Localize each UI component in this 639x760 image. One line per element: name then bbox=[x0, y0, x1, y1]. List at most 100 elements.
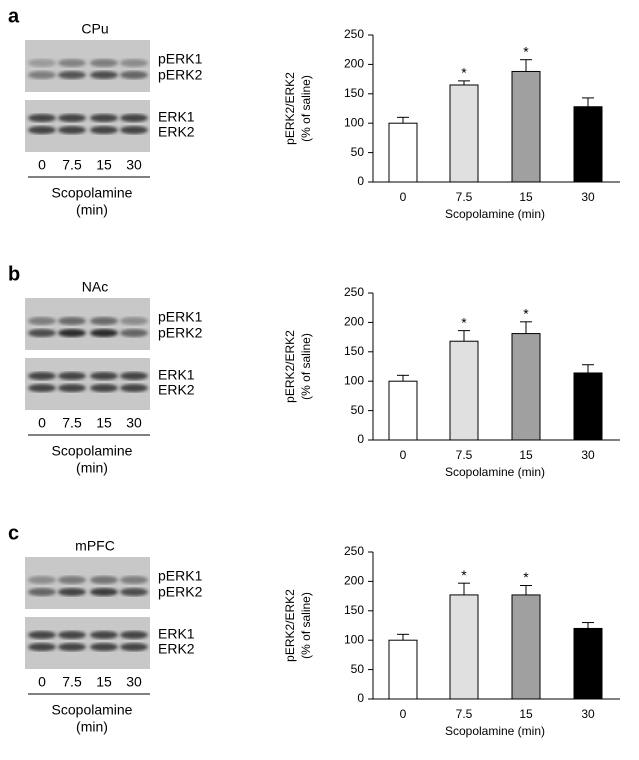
bar bbox=[511, 70, 541, 183]
blot-band bbox=[58, 372, 86, 380]
y-tick-label: 250 bbox=[344, 285, 364, 299]
panel-letter: a bbox=[8, 5, 20, 27]
blot-xlabel: (min) bbox=[76, 202, 108, 218]
y-axis-label: (% of saline) bbox=[299, 333, 313, 400]
panel-letter: b bbox=[8, 263, 20, 285]
blot-band bbox=[58, 329, 86, 337]
blot-band bbox=[58, 384, 86, 392]
lane-label: 15 bbox=[96, 674, 112, 690]
blot-xlabel: (min) bbox=[76, 460, 108, 476]
band-label: pERK1 bbox=[158, 51, 203, 67]
y-tick-label: 0 bbox=[357, 432, 364, 446]
y-tick-label: 50 bbox=[351, 145, 365, 159]
lane-label: 7.5 bbox=[62, 674, 82, 690]
x-tick-label: 15 bbox=[519, 707, 533, 721]
blot-band bbox=[120, 384, 148, 392]
lane-label: 7.5 bbox=[62, 415, 82, 431]
y-axis-label: pERK2/ERK2 bbox=[283, 589, 297, 662]
y-tick-label: 100 bbox=[344, 115, 364, 129]
bar bbox=[511, 594, 541, 700]
blot-image bbox=[25, 358, 150, 410]
y-tick-label: 200 bbox=[344, 574, 364, 588]
y-tick-label: 50 bbox=[351, 662, 365, 676]
blot-band bbox=[28, 71, 56, 79]
blot-band bbox=[90, 576, 118, 584]
blot-band bbox=[28, 631, 56, 639]
band-label: ERK2 bbox=[158, 382, 195, 398]
blot-band bbox=[90, 59, 118, 67]
blot-band bbox=[58, 114, 86, 122]
bar bbox=[388, 380, 418, 441]
y-tick-label: 150 bbox=[344, 603, 364, 617]
blot-band bbox=[120, 59, 148, 67]
blot-band bbox=[120, 114, 148, 122]
blot-xlabel: (min) bbox=[76, 719, 108, 735]
y-tick-label: 0 bbox=[357, 174, 364, 188]
significance-marker: * bbox=[461, 314, 467, 330]
blot-band bbox=[90, 71, 118, 79]
blot-image bbox=[25, 617, 150, 669]
y-axis-label: pERK2/ERK2 bbox=[283, 72, 297, 145]
blot-band bbox=[90, 643, 118, 651]
blot-region: CPu bbox=[81, 21, 108, 37]
band-label: pERK2 bbox=[158, 584, 203, 600]
bar bbox=[449, 84, 479, 183]
blot-band bbox=[90, 384, 118, 392]
y-tick-label: 0 bbox=[357, 691, 364, 705]
x-tick-label: 15 bbox=[519, 448, 533, 462]
blot-band bbox=[58, 631, 86, 639]
band-label: ERK1 bbox=[158, 367, 195, 383]
blot-band bbox=[90, 114, 118, 122]
significance-marker: * bbox=[461, 65, 467, 81]
blot-band bbox=[28, 114, 56, 122]
significance-marker: * bbox=[523, 43, 529, 59]
blot-xlabel: Scopolamine bbox=[52, 443, 133, 459]
blot-band bbox=[90, 317, 118, 325]
blot-band bbox=[58, 576, 86, 584]
x-tick-label: 15 bbox=[519, 190, 533, 204]
y-tick-label: 100 bbox=[344, 632, 364, 646]
blot-band bbox=[120, 329, 148, 337]
x-axis-label: Scopolamine (min) bbox=[445, 465, 545, 479]
x-tick-label: 7.5 bbox=[456, 448, 473, 462]
blot-band bbox=[58, 643, 86, 651]
blot-band bbox=[28, 643, 56, 651]
y-tick-label: 50 bbox=[351, 403, 365, 417]
y-axis-label: (% of saline) bbox=[299, 592, 313, 659]
y-axis-label: (% of saline) bbox=[299, 75, 313, 142]
bar bbox=[511, 333, 541, 441]
blot-band bbox=[28, 59, 56, 67]
lane-label: 30 bbox=[126, 157, 142, 173]
bar bbox=[573, 627, 603, 700]
blot-xlabel: Scopolamine bbox=[52, 185, 133, 201]
significance-marker: * bbox=[523, 306, 529, 322]
blot-band bbox=[58, 317, 86, 325]
panel-letter: c bbox=[8, 522, 19, 544]
x-axis-label: Scopolamine (min) bbox=[445, 724, 545, 738]
blot-band bbox=[120, 126, 148, 134]
blot-band bbox=[120, 631, 148, 639]
band-label: pERK2 bbox=[158, 325, 203, 341]
band-label: ERK1 bbox=[158, 626, 195, 642]
blot-band bbox=[28, 384, 56, 392]
y-tick-label: 250 bbox=[344, 544, 364, 558]
blot-band bbox=[120, 71, 148, 79]
lane-label: 15 bbox=[96, 157, 112, 173]
lane-label: 7.5 bbox=[62, 157, 82, 173]
band-label: pERK2 bbox=[158, 67, 203, 83]
blot-band bbox=[58, 59, 86, 67]
blot-band bbox=[28, 372, 56, 380]
bar bbox=[388, 639, 418, 700]
blot-band bbox=[120, 317, 148, 325]
blot-xlabel: Scopolamine bbox=[52, 702, 133, 718]
blot-band bbox=[28, 576, 56, 584]
x-tick-label: 0 bbox=[400, 190, 407, 204]
blot-region: mPFC bbox=[75, 538, 115, 554]
bar bbox=[388, 122, 418, 183]
blot-band bbox=[28, 126, 56, 134]
blot-band bbox=[90, 126, 118, 134]
y-tick-label: 100 bbox=[344, 373, 364, 387]
blot-band bbox=[120, 576, 148, 584]
blot-band bbox=[90, 329, 118, 337]
x-tick-label: 30 bbox=[581, 190, 595, 204]
